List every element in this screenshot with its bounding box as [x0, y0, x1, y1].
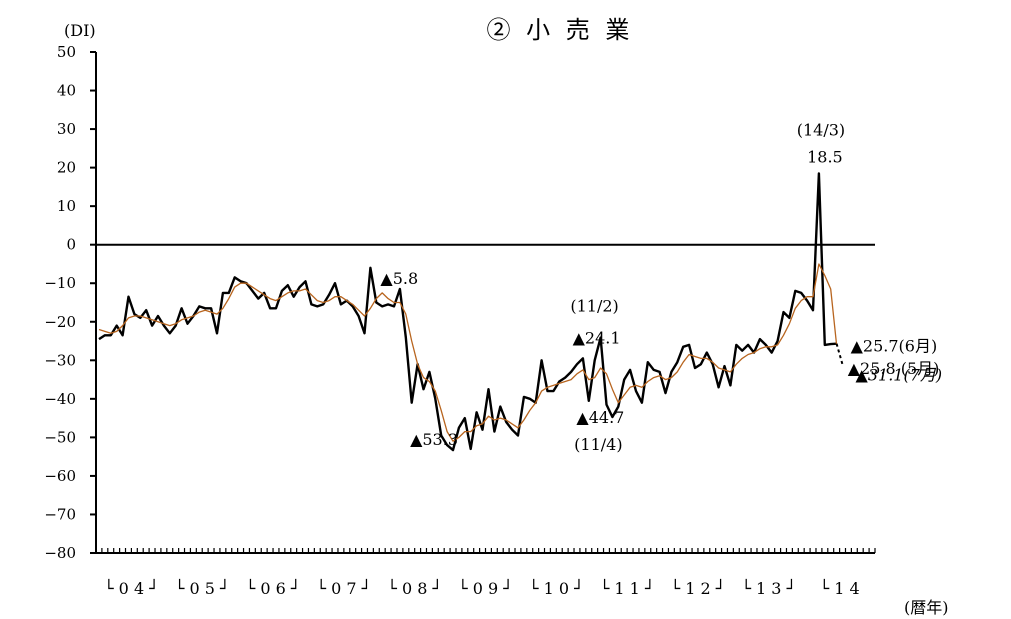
- annotation-label: ▲25.8 (5月): [848, 359, 940, 378]
- x-tick-label: └ 0 9 ┘: [458, 578, 513, 598]
- x-tick-label: └ 0 7 ┘: [316, 578, 371, 598]
- y-axis-label: (DI): [64, 21, 96, 40]
- series-layer: [98, 172, 844, 452]
- y-tick-label: 40: [57, 82, 76, 100]
- y-tick-label: −40: [44, 390, 76, 408]
- y-tick-label: −70: [44, 505, 76, 523]
- y-tick-label: 10: [57, 197, 76, 215]
- annotation-label: (14/3): [797, 120, 845, 139]
- y-tick-label: 30: [57, 120, 76, 138]
- x-tick-label: └ 1 0 ┘: [529, 578, 584, 598]
- series-line-1: [98, 172, 837, 452]
- y-tick-label: 0: [66, 236, 76, 254]
- x-tick-label: └ 1 3 ┘: [741, 578, 796, 598]
- y-tick-label: −20: [44, 313, 76, 331]
- annotations: ▲5.8 (14/3) 18.5 (11/2) ▲24.1 ▲44.7 (11/4) ▲53.…: [380, 120, 942, 454]
- y-tick-label: 50: [57, 43, 76, 61]
- annotation-label: 18.5: [807, 147, 843, 166]
- x-tick-label: └ 0 5 ┘: [175, 578, 230, 598]
- annotation-label: ▲53.3: [410, 430, 458, 449]
- y-tick-label: −10: [44, 274, 76, 292]
- y-ticks: 50 40 30 20 10 0 −10 −20 −30 −40 −50 −60 −70 −80: [44, 43, 96, 562]
- annotation-label: ▲24.1: [573, 329, 621, 348]
- series-line-2: [98, 263, 838, 442]
- annotation-label: ▲44.7: [576, 408, 624, 427]
- annotation-label: ▲31.1(7月): [856, 366, 943, 385]
- x-tick-label: └ 0 6 ┘: [246, 578, 301, 598]
- x-tick-label: └ 0 4 ┘: [104, 578, 159, 598]
- x-tick-labels: └ 0 4 ┘ └ 0 5 ┘ └ 0 6 ┘ └ 0 7 ┘ └ 0 8 ┘ └ 0 9…: [104, 578, 860, 598]
- x-tick-label: └ 1 1 ┘: [600, 578, 655, 598]
- y-tick-label: −60: [44, 467, 76, 485]
- x-tick-label: └ 1 4: [820, 578, 860, 598]
- annotation-label: (11/4): [574, 435, 622, 454]
- annotation-label: (11/2): [570, 297, 618, 316]
- x-axis-label: (暦年): [904, 598, 949, 617]
- x-ticks: [95, 548, 876, 553]
- chart-title: ② 小 売 業: [487, 16, 634, 44]
- annotation-label: ▲5.8: [380, 269, 418, 288]
- y-tick-label: −80: [44, 544, 76, 562]
- x-tick-label: └ 0 8 ┘: [387, 578, 442, 598]
- y-tick-label: −50: [44, 428, 76, 446]
- series-line-3: [835, 343, 844, 365]
- x-tick-label: └ 1 2 ┘: [671, 578, 726, 598]
- y-tick-label: −30: [44, 351, 76, 369]
- y-tick-label: 20: [57, 159, 76, 177]
- annotation-label: ▲25.7(6月): [851, 337, 938, 356]
